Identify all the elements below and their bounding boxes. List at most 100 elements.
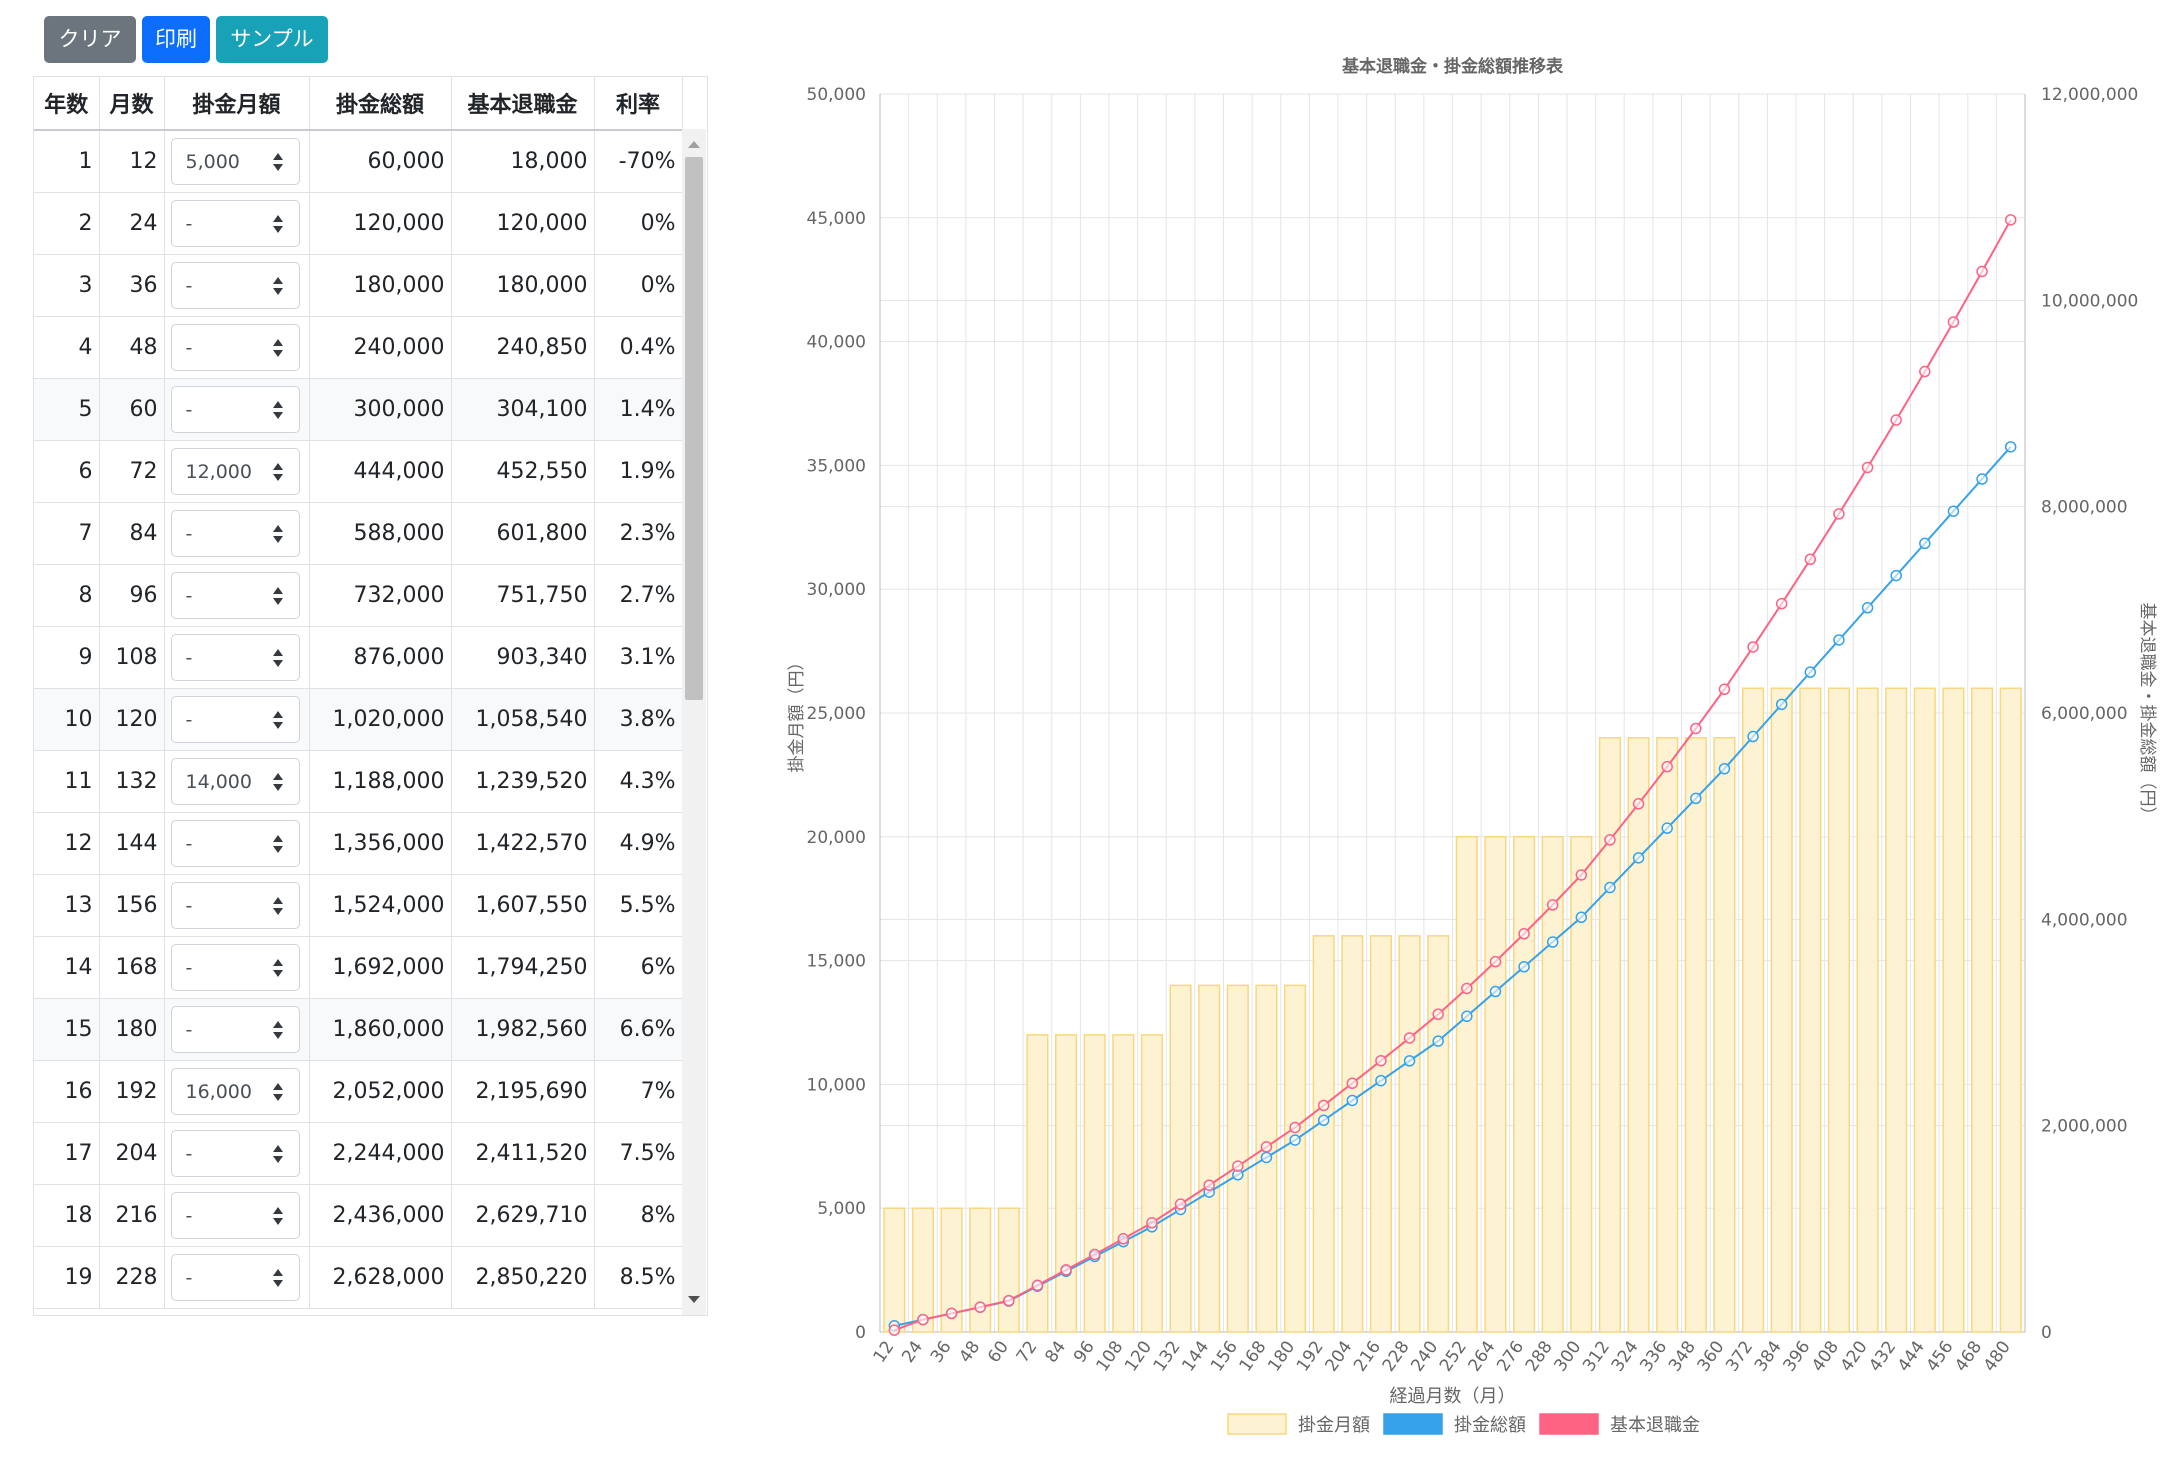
select-arrows-icon — [272, 1145, 283, 1163]
base-retirement-point — [974, 1301, 986, 1313]
total-contribution-point — [1317, 1114, 1330, 1127]
base-retirement-point — [1117, 1233, 1130, 1245]
monthly-amount-select[interactable]: 14,000 — [170, 758, 300, 805]
y-left-tick-label: 50,000 — [807, 85, 866, 105]
y-left-tick-label: 15,000 — [807, 952, 866, 972]
monthly-amount-select[interactable]: - — [170, 386, 300, 433]
select-arrows-icon — [272, 649, 283, 667]
scroll-thumb[interactable] — [685, 157, 703, 700]
cell-total: 120,000 — [309, 192, 452, 255]
cell-retirement: 1,607,550 — [451, 874, 595, 937]
table-row: 15 180- 1,860,000 1,982,560 6.6% — [34, 998, 683, 1061]
cell-month: 96 — [99, 564, 165, 627]
monthly-amount-select[interactable]: - — [170, 634, 300, 681]
base-retirement-point — [917, 1313, 929, 1326]
print-button[interactable]: 印刷 — [142, 16, 210, 63]
table-scrollbar[interactable] — [682, 129, 706, 1315]
monthly-amount-select[interactable]: - — [170, 200, 300, 247]
base-retirement-point — [1289, 1121, 1301, 1134]
base-retirement-point — [1403, 1032, 1416, 1044]
cell-monthly: - — [164, 192, 310, 255]
total-contribution-point — [1461, 1010, 1473, 1023]
monthly-amount-select[interactable]: 12,000 — [170, 448, 300, 495]
x-tick-label: 480 — [1980, 1337, 2015, 1375]
monthly-amount-select[interactable]: - — [170, 820, 300, 867]
cell-total: 180,000 — [309, 254, 452, 317]
select-arrows-icon — [272, 339, 283, 357]
monthly-amount-select[interactable]: - — [170, 944, 300, 991]
cell-month: 72 — [99, 440, 165, 503]
base-retirement-point — [1060, 1264, 1072, 1276]
cell-year: 15 — [34, 998, 100, 1061]
cell-year: 9 — [34, 626, 100, 689]
cell-total: 1,356,000 — [309, 812, 452, 875]
y-left-tick-label: 40,000 — [807, 333, 866, 353]
monthly-amount-select[interactable]: - — [170, 510, 300, 557]
combo-chart: 0 5,000 10,000 15,000 20,000 25,000 30,000 35,0… — [787, 56, 2157, 1436]
sample-button[interactable]: サンプル — [216, 16, 328, 63]
x-tick-label: 48 — [955, 1337, 984, 1366]
y-left-tick-label: 5,000 — [817, 1199, 866, 1219]
x-axis-title: 経過月数（月） — [1390, 1386, 1516, 1407]
x-tick-label: 36 — [927, 1337, 956, 1366]
select-arrows-icon — [272, 401, 283, 419]
monthly-amount-value: - — [185, 647, 193, 669]
legend-label: 基本退職金 — [1610, 1415, 1700, 1436]
base-retirement-point — [1575, 869, 1588, 881]
cell-total: 300,000 — [309, 378, 452, 441]
monthly-amount-select[interactable]: - — [170, 1254, 300, 1301]
table-row: 8 96- 732,000 751,750 2.7% — [34, 564, 683, 627]
base-retirement-point — [1718, 683, 1731, 696]
x-tick-label: 420 — [1837, 1337, 1872, 1375]
monthly-amount-select[interactable]: - — [170, 1130, 300, 1177]
monthly-amount-select[interactable]: - — [170, 572, 300, 619]
total-contribution-point — [1775, 698, 1788, 711]
scroll-up-arrow-icon[interactable] — [688, 141, 700, 148]
base-retirement-point — [1890, 414, 1902, 426]
cell-rate: 0% — [594, 192, 683, 255]
cell-total: 2,244,000 — [309, 1122, 452, 1185]
bar-monthly-contribution — [1713, 737, 1736, 1333]
clear-button[interactable]: クリア — [44, 16, 136, 63]
y-left-tick-label: 35,000 — [807, 456, 866, 476]
cell-monthly: - — [164, 1122, 310, 1185]
monthly-amount-select[interactable]: 5,000 — [170, 138, 300, 185]
bar-monthly-contribution — [1427, 935, 1450, 1333]
header-base-retirement: 基本退職金 — [451, 77, 595, 131]
cell-year: 6 — [34, 440, 100, 503]
x-tick-label: 84 — [1041, 1337, 1070, 1366]
total-contribution-point — [1833, 634, 1845, 646]
y-right-tick-label: 4,000,000 — [2041, 910, 2128, 930]
scroll-down-arrow-icon[interactable] — [688, 1296, 700, 1303]
monthly-amount-select[interactable]: - — [170, 696, 300, 743]
cell-retirement: 240,850 — [451, 316, 595, 379]
select-arrows-icon — [272, 1021, 283, 1039]
bar-monthly-contribution — [997, 1207, 1020, 1333]
cell-rate: 7% — [594, 1060, 683, 1123]
legend-label: 掛金総額 — [1454, 1415, 1526, 1436]
cell-retirement: 1,239,520 — [451, 750, 595, 813]
header-months: 月数 — [99, 77, 165, 131]
bar-monthly-contribution — [1627, 737, 1650, 1333]
cell-year: 3 — [34, 254, 100, 317]
monthly-amount-select[interactable]: - — [170, 324, 300, 371]
cell-rate: 6.6% — [594, 998, 683, 1061]
monthly-amount-value: - — [185, 399, 193, 421]
cell-retirement: 2,850,220 — [451, 1246, 595, 1309]
monthly-amount-select[interactable]: - — [170, 262, 300, 309]
total-contribution-point — [1289, 1134, 1301, 1146]
monthly-amount-select[interactable]: - — [170, 1006, 300, 1053]
base-retirement-point — [1546, 899, 1559, 911]
bar-monthly-contribution — [1055, 1034, 1078, 1333]
cell-rate: 3.1% — [594, 626, 683, 689]
x-tick-label: 372 — [1722, 1337, 1757, 1375]
base-retirement-point — [1976, 265, 1988, 278]
monthly-amount-select[interactable]: - — [170, 1192, 300, 1239]
monthly-amount-value: 12,000 — [185, 461, 252, 483]
monthly-amount-select[interactable]: 16,000 — [170, 1068, 300, 1115]
y-left-tick-label: 30,000 — [807, 580, 866, 600]
monthly-amount-select[interactable]: - — [170, 882, 300, 929]
cell-monthly: - — [164, 502, 310, 565]
x-tick-label: 252 — [1436, 1337, 1471, 1375]
chart-title: 基本退職金・掛金総額推移表 — [1341, 56, 1564, 77]
